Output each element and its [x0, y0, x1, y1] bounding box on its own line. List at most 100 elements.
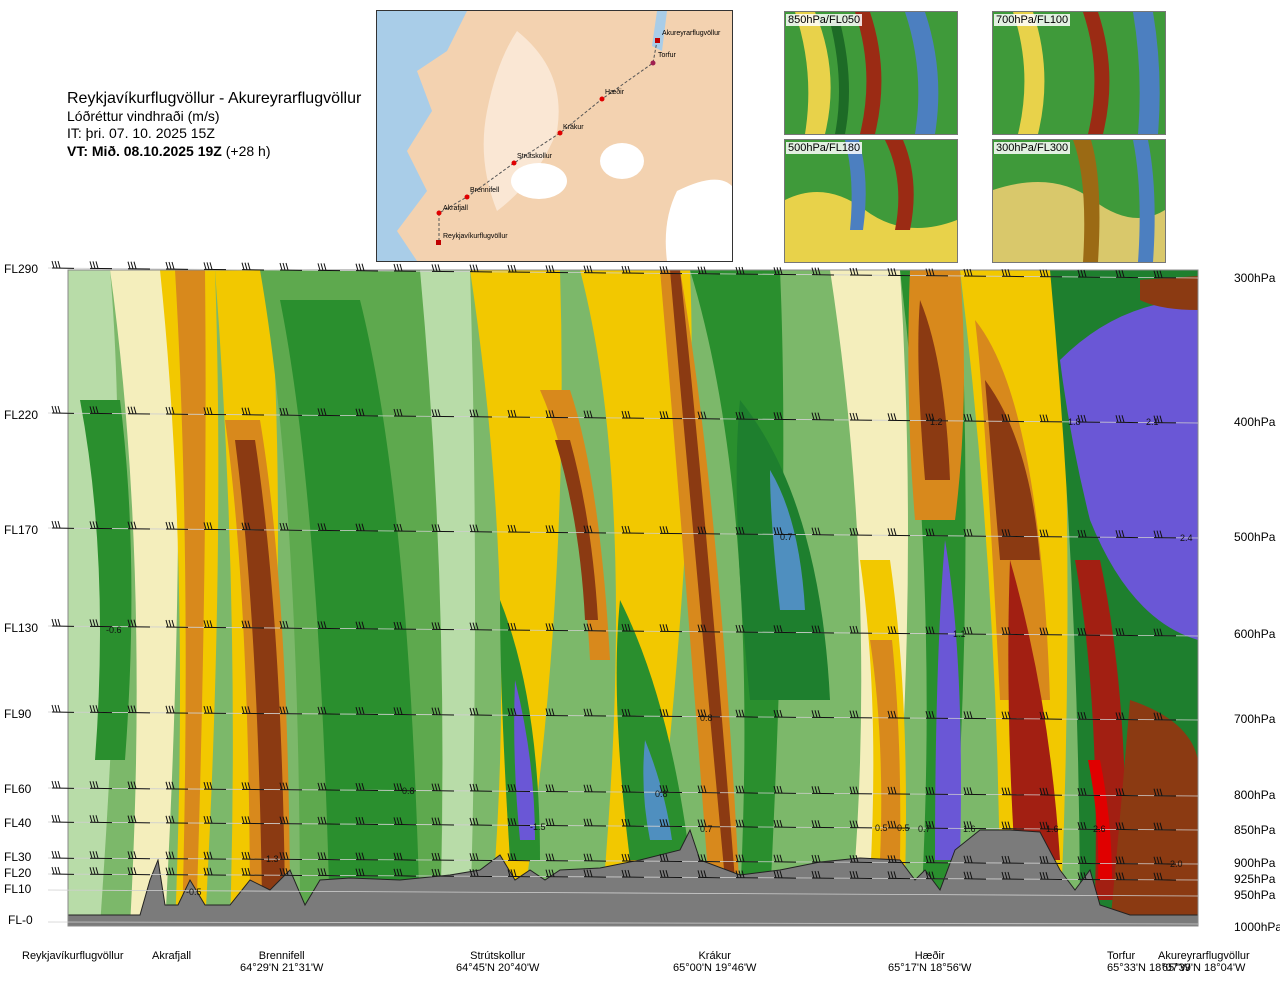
- wind-barb: [279, 782, 303, 791]
- flight-level-tick: FL30: [4, 850, 32, 864]
- wind-barb: [165, 261, 189, 270]
- wind-barb: [697, 266, 721, 275]
- annotation-value: 0.8: [655, 789, 668, 799]
- wind-barb: [735, 870, 759, 879]
- wind-barb: [355, 263, 379, 272]
- wind-barb: [583, 708, 607, 717]
- wind-barb: [849, 786, 873, 795]
- wind-barb: [1115, 628, 1139, 637]
- wind-barb: [773, 267, 797, 276]
- wind-barb: [393, 817, 417, 826]
- wind-barb: [469, 409, 493, 418]
- wind-barb: [89, 851, 113, 860]
- wind-barb: [659, 709, 683, 718]
- wind-barb: [659, 870, 683, 878]
- wind-barb: [621, 853, 645, 862]
- wind-barb: [507, 264, 531, 273]
- wind-barb: [89, 261, 113, 270]
- station-label-reykjavik: Reykjavíkurflugvöllur: [22, 950, 123, 962]
- thumbnail-700hpa[interactable]: 700hPa/FL100: [992, 11, 1166, 135]
- wind-barb: [925, 855, 949, 864]
- vertical-wind-field: [68, 270, 1198, 926]
- wind-barb: [963, 268, 987, 277]
- wind-barb: [773, 854, 797, 863]
- wind-barb: [963, 787, 987, 796]
- thumbnail-500hpa[interactable]: 500hPa/FL180: [784, 139, 958, 263]
- wind-barb: [545, 708, 569, 717]
- value-annotations: -0.6 -0.5 1.3 0.8 -1.5 0.8 0.7 0.8 0.7 1…: [106, 417, 1193, 897]
- wind-barb: [697, 854, 721, 863]
- wind-barb: [1039, 414, 1063, 423]
- wind-barb: [1039, 711, 1063, 720]
- wind-barb: [165, 781, 189, 790]
- wind-barb: [355, 868, 379, 877]
- wind-barb: [849, 527, 873, 536]
- wind-barb: [545, 623, 569, 632]
- annotation-value: 1.6: [1046, 824, 1059, 834]
- wind-barb: [203, 620, 227, 629]
- wind-barb: [279, 868, 303, 877]
- wind-barb: [393, 408, 417, 417]
- wind-barb: [1115, 872, 1139, 881]
- wind-barb: [165, 619, 189, 628]
- station-label-strutskollur: Strútskollur 64°45'N 20°40'W: [456, 950, 539, 974]
- quantity-label: Lóðréttur vindhraði (m/s): [67, 108, 220, 124]
- wind-barb: [393, 783, 417, 792]
- wind-barb: [1001, 414, 1025, 423]
- wind-barb: [89, 815, 113, 824]
- map-label-krakur: Krákur: [563, 124, 584, 131]
- wind-barb: [507, 853, 531, 862]
- wind-barb: [887, 710, 911, 719]
- annotation-value: 0.8: [402, 786, 415, 796]
- wind-barb: [1153, 415, 1177, 424]
- wind-barb: [925, 786, 949, 795]
- station-label-akureyri: Akureyrarflugvöllur 65°39'N 18°04'W: [1158, 950, 1250, 974]
- wind-barb: [1001, 269, 1025, 278]
- wind-barb: [621, 869, 645, 878]
- wind-barb: [431, 783, 455, 792]
- wind-barb: [241, 782, 265, 791]
- wind-barb: [507, 818, 531, 826]
- wind-barb: [51, 260, 75, 269]
- annotation-value: 1.3: [266, 854, 279, 864]
- annotation-value: 0.7: [780, 532, 793, 542]
- wind-barb: [1039, 787, 1063, 796]
- annotation-value: 1.1: [953, 629, 966, 639]
- wind-barb: [431, 707, 455, 716]
- wind-barb: [773, 819, 797, 828]
- wind-barb: [507, 622, 531, 631]
- annotation-value: -0.5: [186, 887, 202, 897]
- wind-barb: [659, 785, 683, 794]
- thumbnail-pattern: [993, 12, 1165, 134]
- wind-barb: [849, 855, 873, 863]
- wind-barb: [659, 411, 683, 420]
- wind-barb: [773, 625, 797, 634]
- wind-barb: [203, 705, 227, 714]
- wind-barb: [165, 815, 189, 824]
- wind-barb: [963, 626, 987, 635]
- valid-time: VT: Mið. 08.10.2025 19Z (+28 h): [67, 142, 361, 160]
- wind-barb: [127, 521, 151, 530]
- wind-barb: [165, 867, 189, 876]
- wind-barb: [355, 523, 379, 532]
- annotation-value: 1.8: [1068, 417, 1081, 427]
- thumbnail-300hpa[interactable]: 300hPa/FL300: [992, 139, 1166, 263]
- wind-barb: [583, 265, 607, 274]
- wind-barb: [849, 871, 873, 879]
- wind-barb: [431, 622, 455, 631]
- wind-barb: [317, 263, 341, 272]
- wind-barb: [355, 783, 379, 791]
- station-name: Akrafjall: [152, 950, 192, 962]
- wind-barb: [621, 410, 645, 419]
- station-coord: 65°39'N 18°04'W: [1162, 962, 1246, 974]
- wind-barb: [317, 621, 341, 630]
- wind-barb: [773, 527, 797, 536]
- wind-barb: [1153, 530, 1177, 539]
- wind-barb: [1039, 872, 1063, 880]
- wind-barb: [811, 710, 835, 719]
- pressure-level-tick: 800hPa: [1234, 788, 1276, 802]
- wind-barb: [963, 528, 987, 537]
- station-coord: 65°00'N 19°46'W: [673, 962, 757, 974]
- wind-barb: [431, 852, 455, 861]
- thumbnail-850hpa[interactable]: 850hPa/FL050: [784, 11, 958, 135]
